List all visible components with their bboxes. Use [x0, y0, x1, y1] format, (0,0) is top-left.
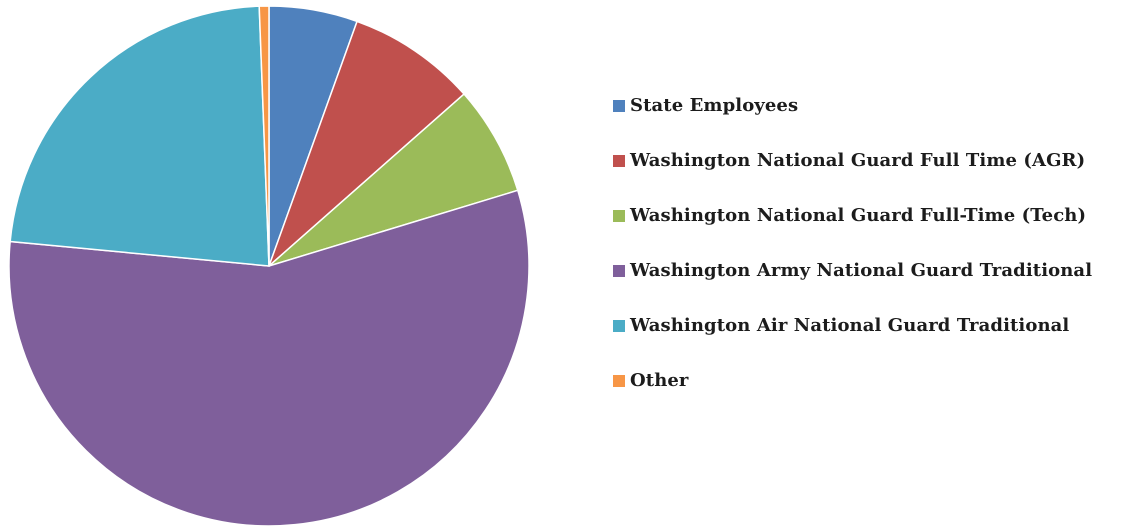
pie-slice-washington-air-national-guard-traditional	[9, 5, 270, 267]
legend-swatch	[613, 99, 625, 112]
chart-legend: State Employees Washington National Guar…	[613, 86, 1092, 416]
legend-swatch	[613, 264, 625, 277]
legend-item-state-employees: State Employees	[613, 86, 1092, 125]
legend-item-wng-full-time-tech: Washington National Guard Full-Time (Tec…	[613, 196, 1092, 235]
pie-slice-washington-army-national-guard-traditional	[8, 189, 530, 527]
legend-item-army-ng-traditional: Washington Army National Guard Tradition…	[613, 251, 1092, 290]
legend-label: State Employees	[630, 95, 799, 116]
legend-swatch	[613, 319, 625, 332]
legend-swatch	[613, 154, 625, 167]
legend-label: Washington Air National Guard Traditiona…	[630, 315, 1070, 336]
legend-swatch	[613, 374, 625, 387]
legend-label: Washington National Guard Full-Time (Tec…	[630, 205, 1087, 226]
legend-label: Washington Army National Guard Tradition…	[630, 260, 1093, 281]
legend-label: Other	[630, 370, 689, 391]
legend-swatch	[613, 209, 625, 222]
pie-slice-other	[258, 5, 270, 267]
legend-item-wng-full-time-agr: Washington National Guard Full Time (AGR…	[613, 141, 1092, 180]
legend-item-air-ng-traditional: Washington Air National Guard Traditiona…	[613, 306, 1092, 345]
legend-label: Washington National Guard Full Time (AGR…	[630, 150, 1086, 171]
pie-chart	[8, 5, 530, 527]
legend-item-other: Other	[613, 361, 1092, 400]
pie-slice-washington-national-guard-full-time-tech	[268, 93, 519, 267]
pie-slice-washington-national-guard-full-time-agr	[268, 20, 466, 267]
